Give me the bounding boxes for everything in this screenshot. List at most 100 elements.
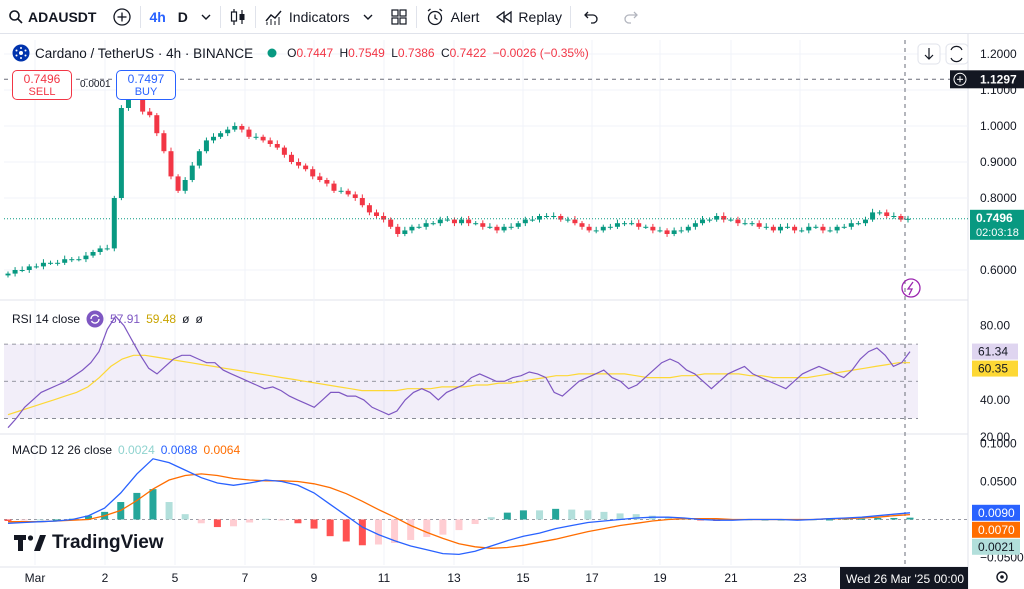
interval-4h-button[interactable]: 4h — [141, 0, 173, 34]
macd-histogram-bar — [536, 510, 544, 520]
reload-icon — [950, 45, 963, 63]
undo-button[interactable] — [571, 0, 611, 34]
lightning-icon — [906, 281, 914, 296]
alert-button[interactable]: Alert — [417, 0, 488, 34]
macd-histogram-bar — [825, 519, 833, 521]
redo-button[interactable] — [611, 0, 651, 34]
candle-body — [770, 226, 776, 231]
macd-histogram-bar — [568, 509, 576, 520]
candle-body — [522, 219, 528, 224]
candle-body — [685, 226, 691, 231]
candle-body — [26, 266, 32, 270]
rsi-tick-label: 20.00 — [980, 430, 1010, 444]
candle-body — [175, 176, 181, 191]
close-key: C — [440, 46, 450, 60]
layouts-button[interactable] — [382, 0, 416, 34]
countdown-label: 02:03:18 — [976, 227, 1019, 239]
candle-body — [529, 219, 535, 221]
time-axis-label: Mar — [25, 571, 46, 585]
candle-body — [310, 169, 316, 177]
rsi-extra-2: ø — [195, 312, 203, 326]
macd-badge-label: 0.0090 — [978, 506, 1015, 520]
macd-histogram-bar — [246, 519, 254, 523]
candle-body — [274, 144, 280, 148]
time-axis-label: 13 — [447, 571, 461, 585]
candle-body — [317, 176, 323, 180]
candle-body — [253, 136, 259, 138]
candle-body — [288, 154, 294, 162]
macd-histogram-bar — [439, 519, 447, 535]
candle-body — [636, 223, 642, 227]
high-key: H — [339, 46, 349, 60]
candle-body — [813, 226, 819, 228]
candle-body — [33, 266, 39, 268]
macd-histogram-bar — [664, 517, 672, 520]
macd-histogram-bar — [36, 519, 44, 521]
candle-body — [118, 108, 124, 198]
interval-d-button[interactable]: D — [174, 0, 192, 34]
macd-histogram-bar — [165, 502, 173, 520]
refresh-icon[interactable] — [86, 310, 104, 328]
candle-body — [147, 111, 153, 116]
candle-body — [246, 129, 252, 137]
macd-histogram-bar — [133, 492, 141, 520]
candle-body — [239, 126, 245, 130]
chevron-down-icon — [200, 11, 212, 23]
macd-histogram-bar — [858, 518, 866, 520]
gear-icon — [1000, 575, 1004, 579]
time-axis-label: 2 — [102, 571, 109, 585]
candle-body — [699, 219, 705, 224]
crosshair-time-badge — [840, 567, 968, 589]
sell-button[interactable]: 0.7496 SELL — [12, 70, 72, 100]
chart-type-button[interactable] — [221, 0, 255, 34]
market-open-icon — [267, 48, 277, 58]
interval-d-label: D — [177, 8, 188, 25]
macd-histogram-bar — [487, 517, 495, 520]
indicators-button[interactable]: Indicators — [256, 0, 382, 34]
axes: 1.20001.10001.00000.90000.80000.60000.74… — [25, 43, 1024, 589]
crosshair-price-badge — [950, 70, 1024, 89]
time-axis-label: 19 — [653, 571, 667, 585]
candle-body — [48, 262, 54, 264]
candle-body — [614, 223, 620, 227]
interval-dropdown[interactable] — [192, 0, 220, 34]
tradingview-logo: TradingView — [14, 532, 164, 554]
low-key: L — [391, 46, 398, 60]
macd-histogram-bar — [503, 512, 511, 520]
candle-body — [494, 226, 500, 231]
candle-body — [352, 194, 358, 198]
macd-histogram-bar — [149, 489, 157, 520]
time-axis-label: 9 — [311, 571, 318, 585]
macd-signal-value: 0.0064 — [203, 443, 241, 457]
open-key: O — [287, 46, 297, 60]
macd-histogram-bar — [423, 519, 431, 537]
candle-body — [643, 226, 649, 228]
rsi-band — [4, 343, 918, 419]
candle-body — [473, 223, 479, 225]
candle-body — [877, 212, 883, 214]
symbol-search[interactable]: ADAUSDT — [0, 0, 104, 34]
candle-body — [225, 129, 231, 134]
rsi-badge-label: 61.34 — [978, 345, 1008, 359]
candle-body — [515, 223, 521, 227]
crosshair-date-label: Wed 26 Mar '25 — [846, 572, 930, 586]
candle-body — [451, 219, 457, 224]
chevron-down-icon — [362, 11, 374, 23]
last-price-badge — [970, 209, 1024, 240]
replay-button[interactable]: Replay — [487, 0, 570, 34]
candle-body — [459, 219, 465, 224]
chart-canvas[interactable]: 1.20001.10001.00000.90000.80000.60000.74… — [0, 34, 1024, 589]
chart-title: Cardano / TetherUS · 4h · BINANCE — [35, 45, 254, 61]
buy-button[interactable]: 0.7497 BUY — [116, 70, 176, 100]
open-value: 0.7447 — [296, 46, 334, 60]
gear-icon — [996, 571, 1008, 583]
alert-label: Alert — [450, 8, 480, 25]
time-axis-label: 15 — [516, 571, 530, 585]
macd-histogram-bar — [52, 519, 60, 521]
candle-body — [884, 212, 890, 216]
compare-button[interactable] — [104, 0, 140, 34]
candle-body — [338, 190, 344, 192]
candle-body — [374, 212, 380, 216]
top-toolbar: ADAUSDT 4h D Indicators Alert — [0, 0, 1024, 34]
candle-body — [572, 219, 578, 224]
